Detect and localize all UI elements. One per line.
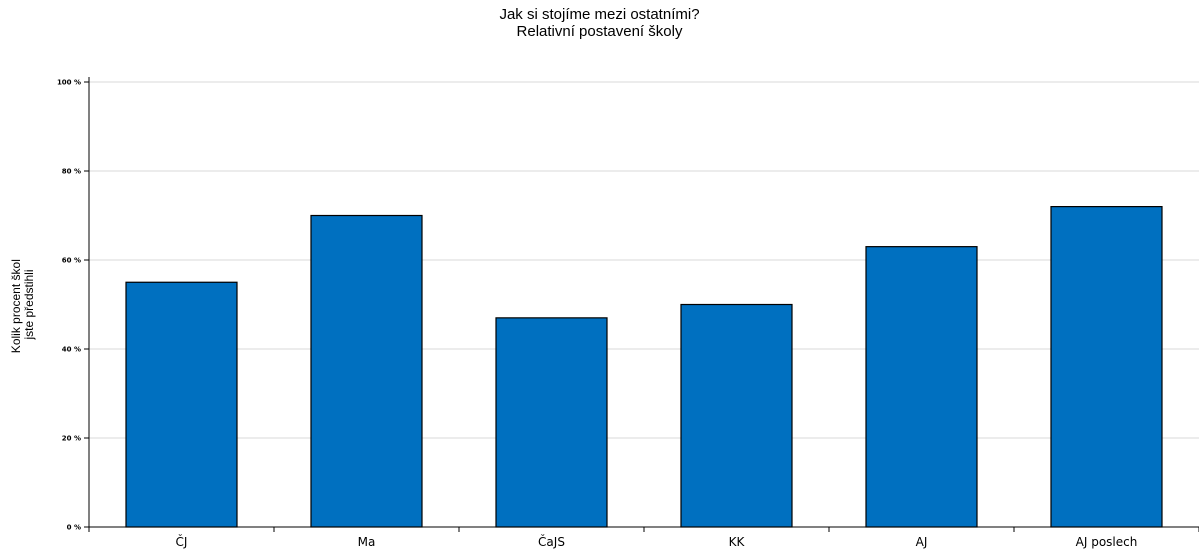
bar-4 [865,246,978,528]
x-tick-label: Ma [358,535,376,549]
chart-subtitle: Relativní postavení školy [516,23,683,40]
y-axis-label-line-2: jste předstihli [22,269,36,340]
y-tick-label: 40 % [62,346,81,354]
x-tick-label: ČJ [176,534,188,549]
y-tick-label: 0 % [67,524,81,532]
x-tick-label: KK [729,535,746,549]
axes [88,77,1199,528]
bar-3 [680,303,793,528]
y-tick-label: 100 % [57,79,81,87]
y-axis-label-line-1: Kolik procent škol [9,259,23,353]
y-axis-label: Kolik procent škol jste předstihli [9,256,36,353]
x-tick-label: AJ [916,535,928,549]
bar-2 [495,317,608,528]
bar-0 [125,281,238,528]
x-tick-labels: ČJ Ma ČaJS KK AJ AJ poslech [88,527,1199,549]
y-tick-label: 80 % [62,168,81,176]
chart-title: Jak si stojíme mezi ostatními? [499,6,700,23]
bar-1 [310,214,423,528]
x-tick-label: AJ poslech [1076,535,1138,549]
bars [125,206,1163,528]
y-tick-label: 60 % [62,257,81,265]
chart-title-block: Jak si stojíme mezi ostatními? Relativní… [0,6,1199,40]
y-tick-labels: 0 % 20 % 40 % 60 % 80 % 100 % [57,79,89,532]
bar-5 [1050,206,1163,528]
y-tick-label: 20 % [62,435,81,443]
x-tick-label: ČaJS [538,534,565,549]
grid-lines [89,81,1199,439]
